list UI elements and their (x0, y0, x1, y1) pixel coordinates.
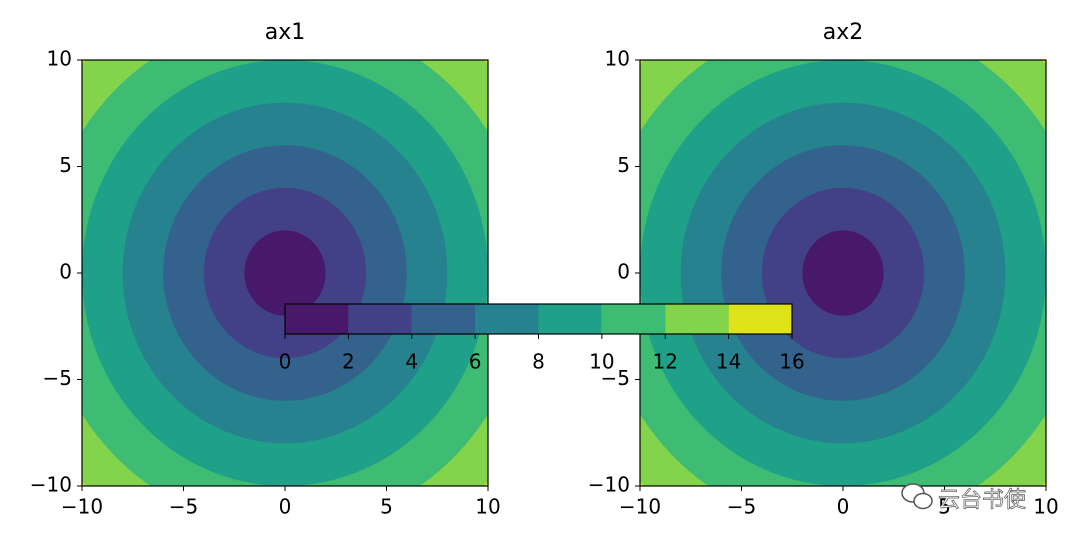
colorbar-tick-label: 12 (653, 350, 678, 374)
x-tick-label: 5 (938, 495, 951, 519)
x-tick-label: 5 (380, 495, 393, 519)
watermark-icon (901, 483, 933, 510)
y-tick-label: −10 (30, 473, 72, 497)
colorbar-tick-label: 4 (405, 350, 418, 374)
x-tick-label: 10 (475, 495, 500, 519)
colorbar-segment (285, 304, 349, 334)
y-tick-label: 5 (617, 153, 630, 177)
colorbar-segment (538, 304, 602, 334)
y-tick-label: 0 (59, 260, 72, 284)
x-tick-label: −10 (61, 495, 103, 519)
y-tick-label: −5 (601, 366, 630, 390)
x-tick-label: 0 (279, 495, 292, 519)
colorbar-tick-label: 6 (469, 350, 482, 374)
colorbar-segment (475, 304, 539, 334)
colorbar-tick-label: 8 (532, 350, 545, 374)
axes-title: ax1 (265, 20, 306, 45)
x-tick-label: −10 (619, 495, 661, 519)
x-tick-label: 0 (837, 495, 850, 519)
y-tick-label: −10 (588, 473, 630, 497)
colorbar-segment (665, 304, 729, 334)
colorbar-segment (348, 304, 412, 334)
colorbar-segment (411, 304, 476, 334)
colorbar-segment (601, 304, 666, 334)
contour-band (244, 230, 326, 316)
x-tick-label: 10 (1033, 495, 1058, 519)
colorbar-tick-label: 16 (779, 350, 804, 374)
colorbar-tick-label: 0 (279, 350, 292, 374)
colorbar-tick-label: 10 (589, 350, 614, 374)
colorbar-tick-label: 14 (716, 350, 741, 374)
y-tick-label: −5 (43, 366, 72, 390)
y-tick-label: 10 (47, 47, 72, 71)
contour-band (802, 230, 884, 316)
watermark: 云台书使 (938, 488, 1026, 513)
y-tick-label: 10 (605, 47, 630, 71)
contour-plot (640, 60, 1046, 486)
y-tick-label: 5 (59, 153, 72, 177)
colorbar-segment (728, 304, 792, 334)
colorbar-tick-label: 2 (342, 350, 355, 374)
contour-plot (82, 60, 488, 486)
x-tick-label: −5 (169, 495, 198, 519)
x-tick-label: −5 (727, 495, 756, 519)
axes-title: ax2 (823, 20, 864, 45)
y-tick-label: 0 (617, 260, 630, 284)
